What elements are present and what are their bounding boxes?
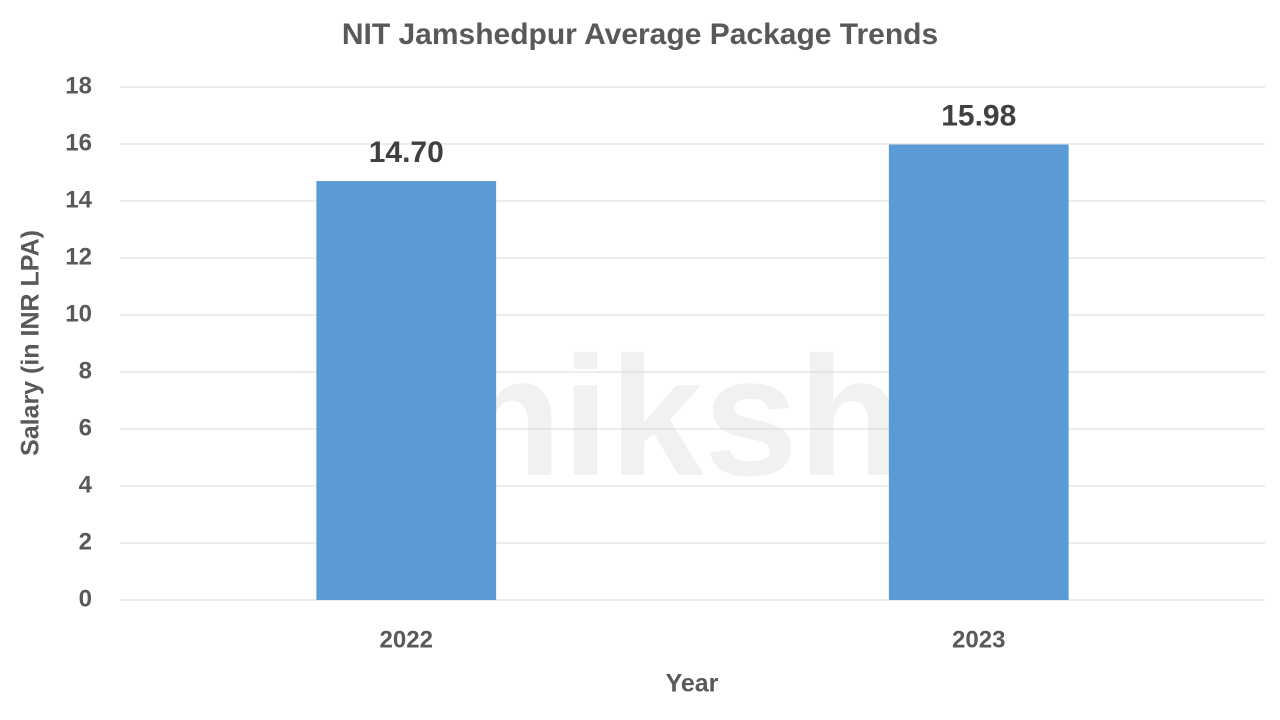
bar [316, 181, 497, 601]
bar [888, 144, 1069, 600]
y-tick-label: 14 [65, 186, 92, 213]
y-axis-title: Salary (in INR LPA) [17, 230, 45, 456]
y-tick-label: 18 [65, 72, 92, 99]
x-axis-title: Year [666, 670, 719, 698]
y-tick-label: 2 [79, 528, 92, 555]
value-label: 15.98 [941, 99, 1016, 132]
y-tick-label: 16 [65, 129, 92, 156]
y-tick-label: 8 [79, 357, 92, 384]
chart-title: NIT Jamshedpur Average Package Trends [342, 18, 938, 51]
y-tick-label: 12 [65, 243, 92, 270]
y-tick-label: 6 [79, 414, 92, 441]
y-tick-label: 4 [79, 471, 93, 498]
x-tick-label: 2022 [380, 626, 433, 653]
x-tick-label: 2023 [952, 626, 1005, 653]
y-tick-label: 10 [65, 300, 92, 327]
y-tick-label: 0 [79, 585, 92, 612]
value-label: 14.70 [369, 136, 444, 169]
